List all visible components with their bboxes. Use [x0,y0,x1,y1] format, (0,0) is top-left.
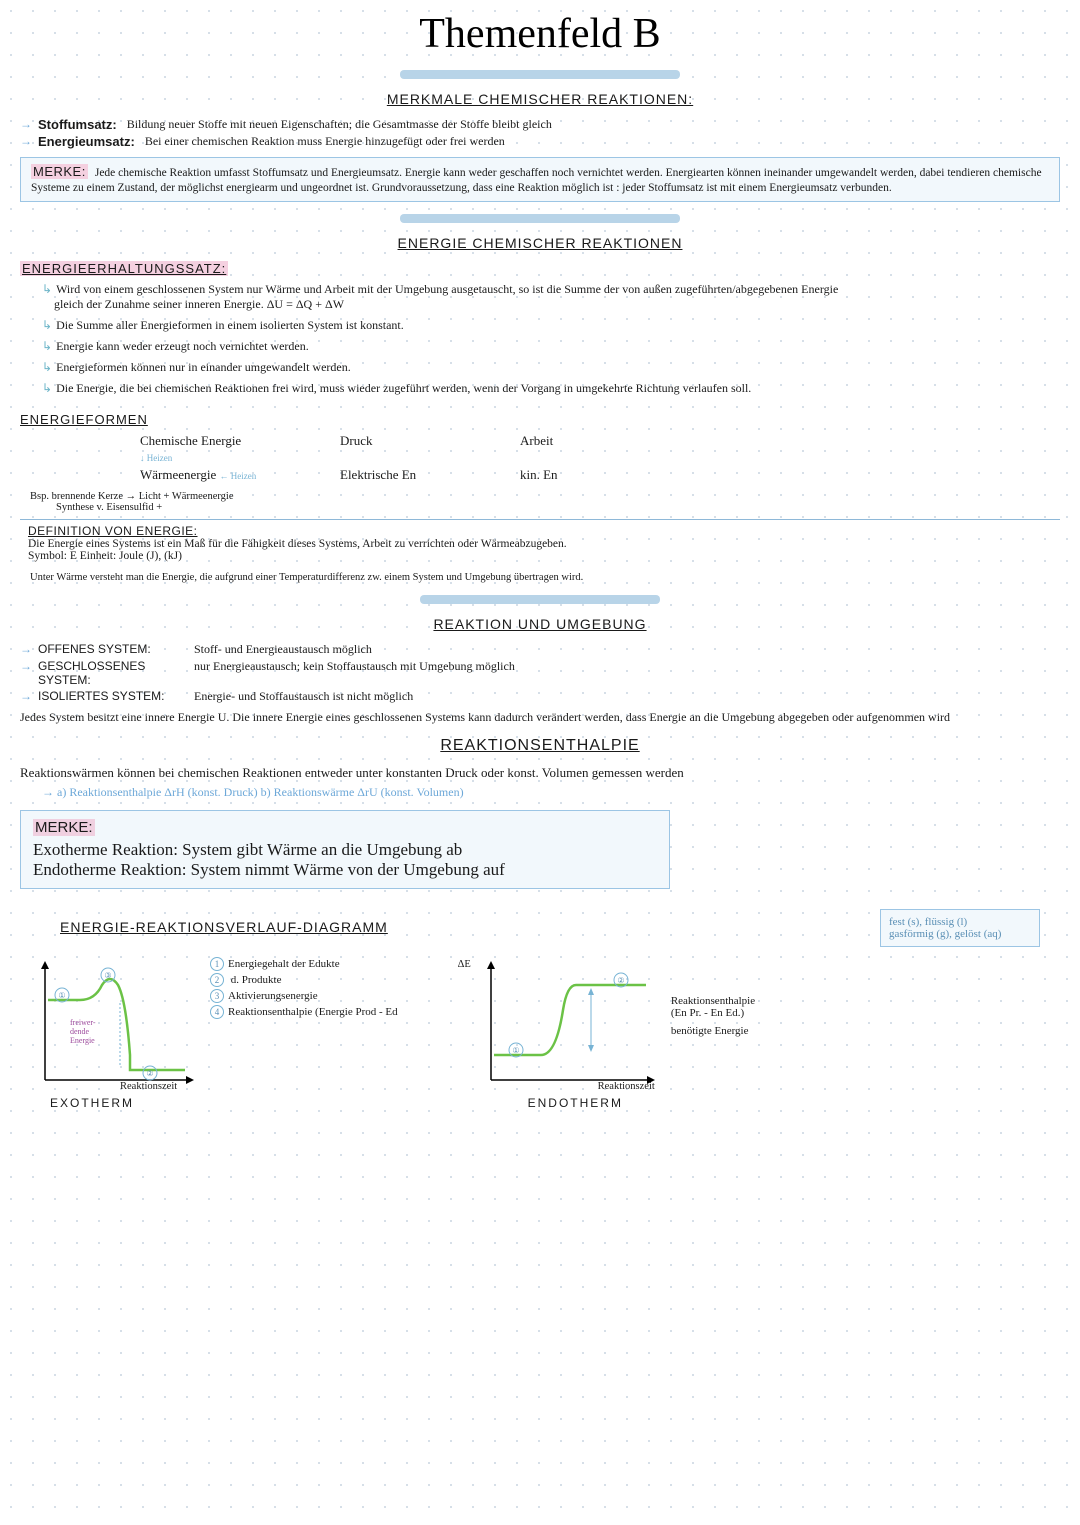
svg-text:②: ② [617,976,624,985]
system-text: Stoff- und Energieaustausch möglich [194,642,372,657]
system-line: → ISOLIERTES SYSTEM: Energie- und Stoffa… [20,689,1060,704]
system-text: Energie- und Stoffaustausch ist nicht mö… [194,689,413,704]
merke-line: Exotherme Reaktion: System gibt Wärme an… [33,840,657,860]
section-heading: REAKTIONSENTHALPIE [20,737,1060,755]
annotation: ↓ Heizen [140,453,340,463]
subsection-heading: ENERGIEERHALTUNGSSATZ: [20,261,1060,276]
section-heading: ENERGIE CHEMISCHER REAKTIONEN [20,235,1060,251]
axis-label: Reaktionszeit [120,1081,398,1092]
highlight-bar [20,210,1060,225]
body-line: gleich der Zunahme seiner inneren Energi… [54,297,1060,312]
body-line: → a) Reaktionsenthalpie ΔrH (konst. Druc… [42,785,1060,800]
phase-legend-box: fest (s), flüssig (l) gasförmig (g), gel… [880,909,1040,947]
chart-title: EXOTHERM [50,1096,398,1110]
body-line: ↳Energie kann weder erzeugt noch vernich… [42,339,1060,354]
arrow-icon: → [20,689,32,704]
line-text: Bei einer chemischen Reaktion muss Energ… [145,134,505,149]
endotherm-block: ΔE ① ② Reaktionsenthalpie (En Pr. - En E… [458,955,755,1110]
diagram-area: ① ③ ② freiwer- dende Energie 1Energiegeh… [20,955,1060,1110]
svg-text:①: ① [512,1046,519,1055]
highlight-bar [20,591,1060,606]
body-line: ↳Wird von einem geschlossenen System nur… [42,282,1060,297]
merke-label: MERKE: [31,164,88,179]
svg-text:③: ③ [104,971,111,980]
svg-text:dende: dende [70,1027,90,1036]
definition-text: Symbol: E Einheit: Joule (J), (kJ) [28,550,1052,562]
merke-box: MERKE: Exotherme Reaktion: System gibt W… [20,810,670,889]
endotherm-legend: Reaktionsenthalpie (En Pr. - En Ed.) ben… [671,995,755,1037]
axis-label: ΔE [458,959,471,970]
merke-label: MERKE: [33,819,95,836]
svg-text:Energie: Energie [70,1036,95,1045]
body-line: → Energieumsatz: Bei einer chemischen Re… [20,134,1060,149]
legend-line: (En Pr. - En Ed.) [671,1007,755,1019]
system-label: ISOLIERTES SYSTEM: [38,689,188,703]
system-line: → OFFENES SYSTEM: Stoff- und Energieaust… [20,642,1060,657]
form-cell: Druck [340,433,520,449]
svg-text:freiwer-: freiwer- [70,1018,96,1027]
endotherm-chart: ① ② [471,955,661,1095]
svg-text:②: ② [146,1069,153,1078]
arrow-icon: → [20,642,32,657]
highlight-bar [20,66,1060,81]
body-line: Reaktionswärmen können bei chemischen Re… [20,765,1060,781]
definition-text: Die Energie eines Systems ist ein Maß fü… [28,538,1052,550]
section-heading: REAKTION UND UMGEBUNG [20,616,1060,632]
curve-arrow-icon: ↳ [42,318,52,332]
curve-arrow-icon: ↳ [42,360,52,374]
example-line: Synthese v. Eisensulfid + [56,502,1060,513]
section-heading: MERKMALE CHEMISCHER REAKTIONEN: [20,91,1060,107]
legend-line: benötigte Energie [671,1025,755,1037]
chart-title: ENDOTHERM [528,1096,755,1110]
arrow-icon: → [20,134,32,149]
arrow-icon: → [20,117,32,132]
exotherm-block: ① ③ ② freiwer- dende Energie 1Energiegeh… [20,955,398,1110]
form-cell: Arbeit [520,433,660,449]
definition-title: DEFINITION VON ENERGIE: [28,524,1052,538]
energy-forms-grid: Chemische Energie Druck Arbeit ↓ Heizen … [140,433,1060,483]
curve-arrow-icon: ↳ [42,381,52,395]
merke-line: Endotherme Reaktion: System nimmt Wärme … [33,860,657,880]
line-label: Energieumsatz: [38,134,135,149]
page-title: Themenfeld B [20,10,1060,58]
system-text: nur Energieaustausch; kein Stoffaustausc… [194,659,515,674]
legend-item: 1Energiegehalt der Edukte [210,957,398,971]
legend-item: 3Aktivierungsenergie [210,989,398,1003]
subsection-heading: ENERGIEFORMEN [20,412,1060,427]
example-line: Bsp. brennende Kerze → Licht + Wärmeener… [30,491,1060,502]
merke-text: Jede chemische Reaktion umfasst Stoffums… [31,167,1042,194]
system-label: GESCHLOSSENES SYSTEM: [38,659,188,687]
curve-arrow-icon: ↳ [42,339,52,353]
annotation: ← Heizen [220,471,257,481]
legend-line: fest (s), flüssig (l) [889,916,1031,928]
arrow-icon: → [20,659,32,674]
svg-text:①: ① [58,991,65,1000]
arrow-icon: → [42,785,54,799]
form-cell: kin. En [520,467,660,483]
body-line: ↳Die Energie, die bei chemischen Reaktio… [42,381,1060,396]
form-cell: Chemische Energie [140,433,340,449]
body-line: ↳Energieformen können nur in einander um… [42,360,1060,375]
definition-box: DEFINITION VON ENERGIE: Die Energie eine… [20,519,1060,566]
form-cell: Wärmeenergie ← Heizen [140,467,340,483]
note-line: Jedes System besitzt eine innere Energie… [20,710,1060,725]
body-line: → Stoffumsatz: Bildung neuer Stoffe mit … [20,117,1060,132]
legend-line: gasförmig (g), gelöst (aq) [889,928,1031,940]
form-cell: Elektrische En [340,467,520,483]
note-line: Unter Wärme versteht man die Energie, di… [30,572,1060,583]
line-text: Bildung neuer Stoffe mit neuen Eigenscha… [127,117,552,132]
legend-item: 2 d. Produkte [210,973,398,987]
exotherm-chart: ① ③ ② freiwer- dende Energie [20,955,200,1095]
system-line: → GESCHLOSSENES SYSTEM: nur Energieausta… [20,659,1060,687]
axis-label: Reaktionszeit [598,1081,755,1092]
exotherm-legend: 1Energiegehalt der Edukte 2 d. Produkte … [210,955,398,1021]
legend-item: 4Reaktionsenthalpie (Energie Prod - Ed [210,1005,398,1019]
merke-box: MERKE: Jede chemische Reaktion umfasst S… [20,157,1060,202]
curve-arrow-icon: ↳ [42,282,52,296]
legend-line: Reaktionsenthalpie [671,995,755,1007]
line-label: Stoffumsatz: [38,117,117,132]
body-line: ↳Die Summe aller Energieformen in einem … [42,318,1060,333]
system-label: OFFENES SYSTEM: [38,642,188,656]
